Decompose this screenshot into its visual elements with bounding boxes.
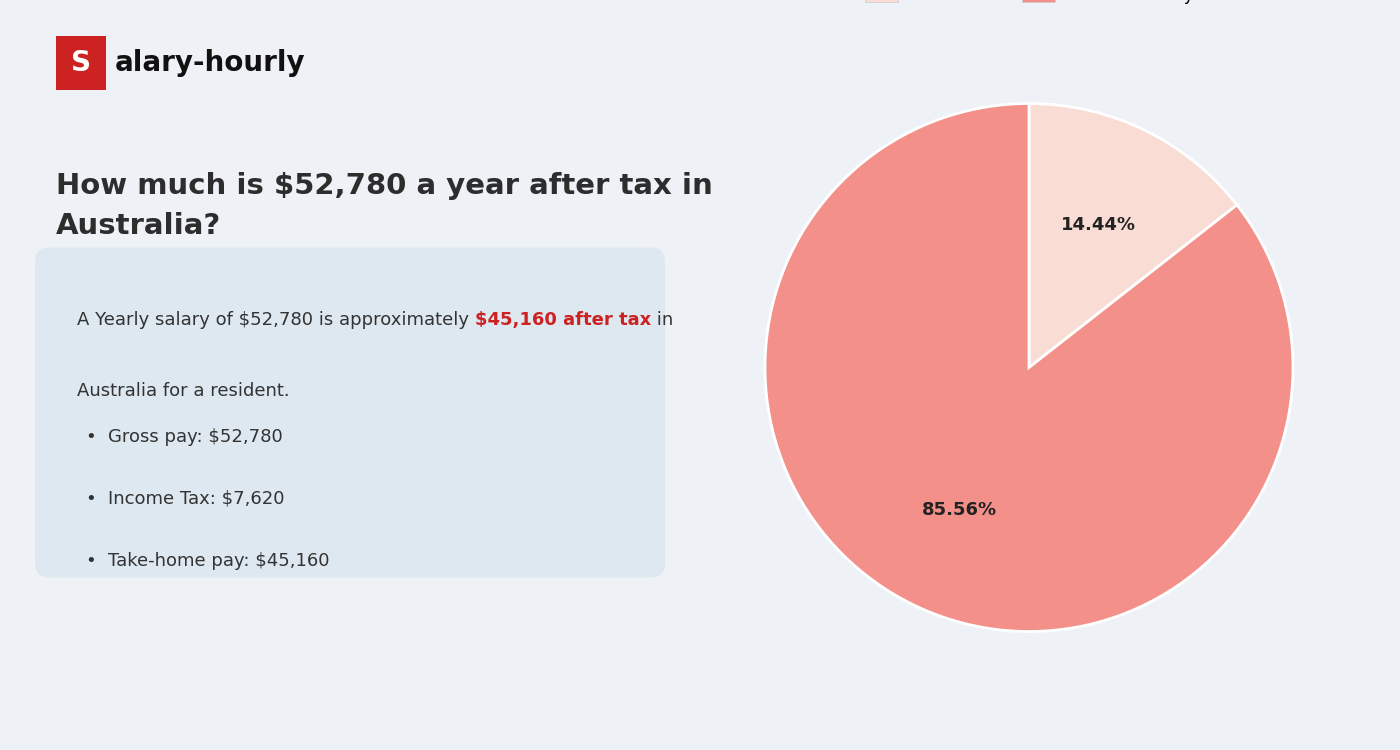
Wedge shape — [764, 104, 1294, 632]
FancyBboxPatch shape — [35, 248, 665, 578]
Text: •: • — [85, 427, 97, 445]
Text: •: • — [85, 490, 97, 508]
Text: A Yearly salary of $52,780 is approximately: A Yearly salary of $52,780 is approximat… — [77, 311, 475, 329]
Legend: Income Tax, Take-home Pay: Income Tax, Take-home Pay — [858, 0, 1200, 11]
Text: alary-hourly: alary-hourly — [115, 49, 305, 77]
Text: How much is $52,780 a year after tax in
Australia?: How much is $52,780 a year after tax in … — [56, 172, 713, 239]
Text: 85.56%: 85.56% — [923, 501, 997, 519]
Text: Take-home pay: $45,160: Take-home pay: $45,160 — [109, 552, 330, 570]
Text: Income Tax: $7,620: Income Tax: $7,620 — [109, 490, 286, 508]
Text: •: • — [85, 552, 97, 570]
Wedge shape — [1029, 104, 1238, 368]
Text: S: S — [71, 49, 91, 77]
FancyBboxPatch shape — [56, 36, 106, 90]
Text: Australia for a resident.: Australia for a resident. — [77, 382, 290, 400]
Text: in: in — [651, 311, 673, 329]
Text: Gross pay: $52,780: Gross pay: $52,780 — [109, 427, 283, 445]
Text: 14.44%: 14.44% — [1061, 216, 1135, 234]
Text: $45,160 after tax: $45,160 after tax — [475, 311, 651, 329]
